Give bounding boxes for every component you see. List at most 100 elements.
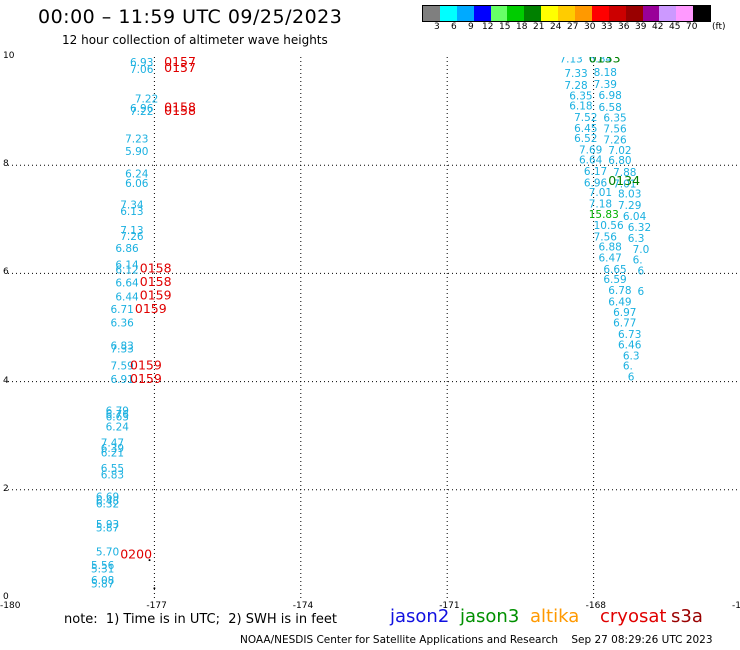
swh-value: 6.14	[115, 260, 139, 272]
track-point	[153, 587, 156, 590]
swh-value: 5.56	[91, 560, 115, 572]
legend-label: 3	[434, 22, 440, 32]
legend-label: 18	[516, 22, 528, 32]
swh-value: 6.91	[110, 374, 133, 386]
swh-value: 6.73	[618, 329, 641, 341]
swh-value: 6.83	[110, 341, 133, 353]
swh-value: 6.3	[628, 233, 645, 245]
swh-value: 6.69	[96, 492, 119, 504]
swh-value: 6.45	[574, 123, 597, 135]
swh-value: 7.47	[101, 438, 124, 450]
swh-value: 6.80	[608, 155, 631, 167]
satellite-label-s3a: s3a	[671, 606, 703, 627]
swh-value: 5.90	[125, 146, 148, 158]
swh-value: 6.24	[125, 169, 149, 181]
swh-value: 6.3	[623, 350, 640, 362]
time-label: 0134	[608, 173, 640, 188]
swh-value: 6.39	[101, 443, 124, 455]
y-tick-label: 4	[3, 375, 9, 386]
swh-value: 6.	[623, 361, 633, 373]
time-label: 0158	[140, 274, 172, 289]
swh-value: 7.06	[130, 64, 154, 76]
swh-value: 6.06	[125, 178, 149, 190]
credit-line: NOAA/NESDIS Center for Satellite Applica…	[240, 634, 713, 646]
legend-label: 27	[567, 22, 579, 32]
swh-value: 6.58	[598, 102, 621, 114]
swh-value: 6.46	[618, 340, 642, 352]
swh-value: 6.32	[96, 499, 119, 511]
swh-value: 6.04	[623, 211, 647, 223]
swh-value: 6	[628, 372, 635, 384]
swh-value: 5.87	[91, 579, 114, 591]
satellite-label-jason3: jason3	[460, 606, 520, 627]
swh-value: 6.93	[130, 57, 153, 69]
swh-value: 5.93	[96, 519, 119, 531]
swh-value: 6.97	[613, 307, 636, 319]
swh-value: 6.32	[628, 222, 651, 234]
swh-value: 7.33	[110, 343, 133, 355]
swh-value: 10.56	[594, 220, 624, 232]
swh-value: 7.02	[608, 145, 631, 157]
swh-value: 6.76	[106, 409, 130, 421]
legend-swatch	[456, 6, 474, 21]
swh-value: 7.18	[589, 198, 612, 210]
satellite-label-altika: altika	[530, 606, 580, 627]
swh-value: 6.47	[598, 252, 621, 264]
swh-value: 6.83	[101, 469, 124, 481]
legend-label: 33	[601, 22, 613, 32]
swh-value: 6.17	[584, 166, 607, 178]
swh-value: 5.70	[96, 546, 119, 558]
time-label: 0159	[130, 371, 162, 386]
swh-value: 7.13	[559, 57, 582, 65]
y-tick-label: 2	[3, 483, 9, 494]
swh-value: 7.59	[110, 361, 133, 373]
swh-value: 6.96	[584, 177, 608, 189]
legend-label: 9	[468, 22, 474, 32]
swh-value: 6.12	[115, 264, 138, 276]
swh-value: 7.56	[603, 124, 627, 136]
satellite-label-cryosat: cryosat	[600, 606, 667, 627]
swh-value: 6.18	[569, 100, 592, 112]
y-tick-label: 6	[3, 267, 9, 278]
swh-value: 6	[638, 265, 645, 277]
map-subtitle: 12 hour collection of altimeter wave hei…	[62, 33, 328, 47]
swh-value: 7.28	[564, 80, 587, 92]
time-label: 0158	[140, 260, 172, 275]
swh-value: 6.48	[96, 495, 119, 507]
legend-swatch	[423, 6, 440, 21]
swh-value: 6.52	[574, 133, 597, 145]
swh-value: 7.13	[120, 225, 143, 237]
legend-swatch	[558, 6, 576, 21]
swh-value: 6.88	[598, 242, 621, 254]
swh-value: 6.	[633, 255, 643, 267]
x-tick-label: -168	[585, 601, 607, 611]
swh-value: 6.78	[608, 285, 631, 297]
y-tick-label: 8	[3, 159, 9, 170]
swh-value: 7.26	[603, 135, 627, 147]
swh-value: 6.08	[91, 575, 114, 587]
swh-value: 7.88	[613, 167, 636, 179]
legend-swatch	[693, 6, 711, 21]
time-label: 0159	[140, 287, 172, 302]
time-label: 0200	[120, 547, 152, 562]
swh-value: 6.96	[130, 103, 154, 115]
swh-value: 6	[638, 286, 645, 298]
swh-value: 6.84	[589, 57, 613, 65]
swh-value: 6.79	[106, 406, 129, 418]
legend-unit: (ft)	[712, 22, 726, 32]
time-label: 0157	[164, 57, 196, 69]
y-tick-label: 0	[3, 592, 9, 602]
wave-height-color-legend	[422, 5, 712, 22]
legend-label: 42	[652, 22, 664, 32]
swh-value: 15.83	[589, 209, 619, 221]
swh-value: 6.64	[115, 277, 139, 289]
swh-value: 6.64	[579, 155, 603, 167]
legend-swatch	[608, 6, 626, 21]
legend-swatch	[439, 6, 457, 21]
swh-value: 7.34	[120, 199, 144, 211]
time-label: 0158	[164, 100, 196, 115]
swh-value: 7.0	[633, 244, 650, 256]
legend-swatch	[541, 6, 559, 21]
swh-value: 6.35	[569, 91, 592, 103]
